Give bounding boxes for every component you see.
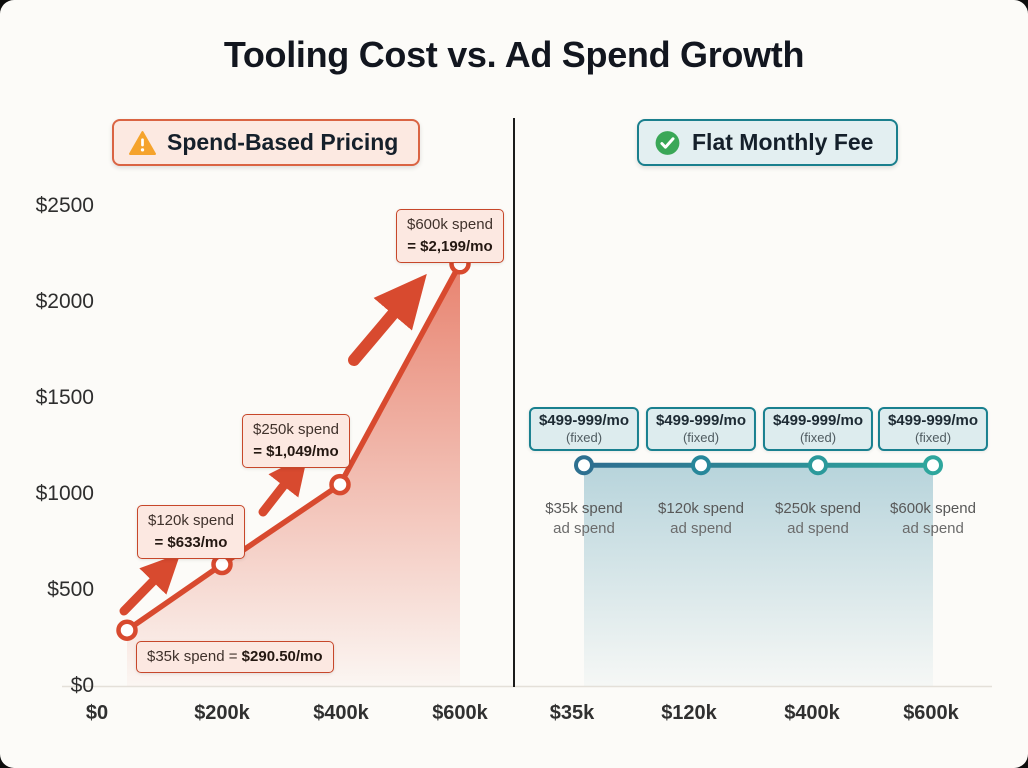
flat-point [808, 455, 828, 476]
spend-sub: ad spend [787, 520, 849, 538]
flat-spend-label-3: $250k spend ad spend [775, 499, 861, 540]
legend-flat-label: Flat Monthly Fee [692, 129, 874, 155]
flat-fee-box-4: $499-999/mo (fixed) [877, 407, 989, 451]
check-circle-icon [655, 130, 680, 155]
spend-point [211, 553, 233, 576]
spend-amount: $600k spend [890, 500, 976, 517]
spend-point [329, 473, 351, 496]
fee-fixed-label: (fixed) [682, 430, 720, 445]
callout-250k-spend: $250k spend = $1,049/mo [242, 414, 350, 468]
callout-600k-spend: $600k spend = $2,199/mo [396, 209, 504, 263]
spend-line [124, 261, 463, 633]
spend-sub: ad spend [553, 520, 615, 538]
callout-35k-spend: $35k spend = $290.50/mo [136, 641, 334, 673]
flat-point [574, 455, 594, 476]
growth-arrow-icon [348, 273, 427, 366]
fee-fixed-label: (fixed) [914, 430, 952, 445]
page-title: Tooling Cost vs. Ad Spend Growth [223, 34, 805, 75]
fee-fixed-label: (fixed) [799, 430, 837, 445]
callout-text: $120k spend [148, 512, 234, 529]
spend-point [116, 619, 138, 641]
fee-amount: $499-999/mo [655, 412, 747, 429]
callout-text: $35k spend = [147, 648, 242, 665]
legend-spend-label: Spend-Based Pricing [167, 129, 399, 155]
spend-amount: $35k spend [545, 500, 623, 517]
flat-spend-label-4: $600k spend ad spend [890, 499, 976, 540]
callout-value: $290.50/mo [241, 648, 323, 665]
flat-point [923, 455, 943, 476]
callout-value: = $2,199/mo [407, 237, 493, 255]
legend-spend-based: Spend-Based Pricing [112, 119, 420, 166]
callout-120k-spend: $120k spend = $633/mo [137, 505, 245, 559]
warning-triangle-icon [129, 130, 156, 155]
callout-value: = $633/mo [154, 533, 228, 551]
flat-point [691, 455, 711, 476]
growth-arrow-icon [119, 553, 181, 616]
legend-flat-fee: Flat Monthly Fee [637, 119, 898, 166]
fee-amount: $499-999/mo [772, 412, 864, 429]
callout-text: $600k spend [407, 216, 493, 233]
spend-sub: ad spend [902, 520, 964, 538]
callout-value: = $1,049/mo [253, 442, 339, 460]
flat-fee-box-3: $499-999/mo (fixed) [762, 407, 874, 451]
growth-arrow-icon [258, 454, 308, 517]
fee-fixed-label: (fixed) [565, 430, 603, 445]
spend-amount: $120k spend [658, 500, 744, 517]
fee-amount: $499-999/mo [538, 412, 630, 429]
spend-amount: $250k spend [775, 500, 861, 517]
spend-sub: ad spend [670, 520, 732, 538]
flat-spend-label-1: $35k spend ad spend [545, 499, 623, 540]
callout-text: $250k spend [253, 421, 339, 438]
flat-fee-box-1: $499-999/mo (fixed) [528, 407, 640, 451]
flat-spend-label-2: $120k spend ad spend [658, 499, 744, 540]
fee-amount: $499-999/mo [887, 412, 979, 429]
spend-area [127, 263, 460, 686]
flat-area [584, 467, 933, 686]
flat-fee-box-2: $499-999/mo (fixed) [645, 407, 757, 451]
